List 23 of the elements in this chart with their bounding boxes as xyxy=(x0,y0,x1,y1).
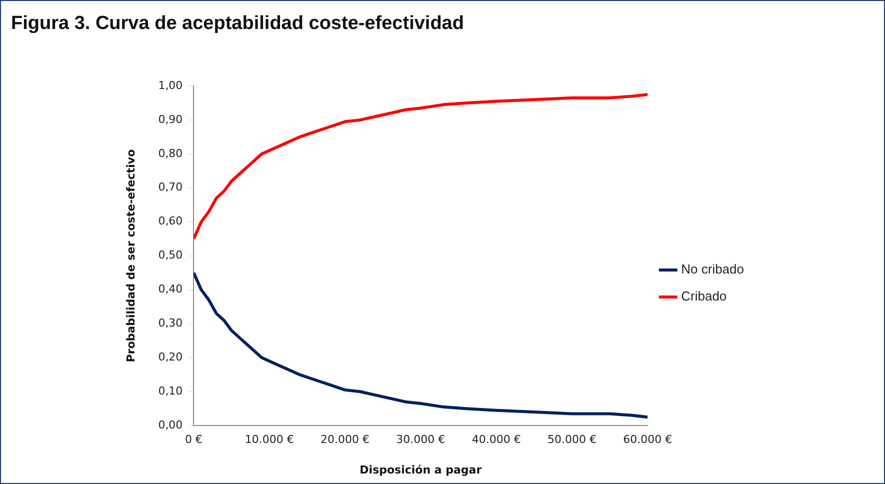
y-tick-label: 0,50 xyxy=(158,248,183,262)
y-tick-label: 1,00 xyxy=(158,78,183,92)
y-tick-label: 0,80 xyxy=(158,146,183,160)
x-tick-label: 30.000 € xyxy=(396,433,446,446)
y-tick-label: 0,20 xyxy=(158,350,183,364)
x-tick-label: 40.000 € xyxy=(472,433,521,446)
chart-title: Figura 3. Curva de aceptabilidad coste-efectividad xyxy=(11,13,464,35)
x-axis-title: Disposición a pagar xyxy=(360,463,482,476)
y-tick-label: 0,40 xyxy=(158,282,183,296)
x-tick-label: 0 € xyxy=(184,433,202,446)
legend-label: Cribado xyxy=(681,288,727,304)
x-tick-label: 60.000 € xyxy=(623,433,672,446)
y-tick-label: 0,30 xyxy=(158,316,183,330)
legend-label: No cribado xyxy=(681,262,744,277)
y-axis-title: Probabilidad de ser coste-efectivo xyxy=(124,148,138,362)
y-tick-label: 0,60 xyxy=(158,214,183,228)
x-tick-label: 50.000 € xyxy=(547,433,596,446)
y-tick-label: 0,00 xyxy=(158,418,183,432)
x-tick-label: 20.000 € xyxy=(320,433,370,446)
x-tick-label: 10.000 € xyxy=(244,433,294,446)
y-tick-label: 0,90 xyxy=(158,112,183,126)
y-tick-label: 0,70 xyxy=(158,180,183,194)
y-tick-label: 0,10 xyxy=(158,384,183,398)
